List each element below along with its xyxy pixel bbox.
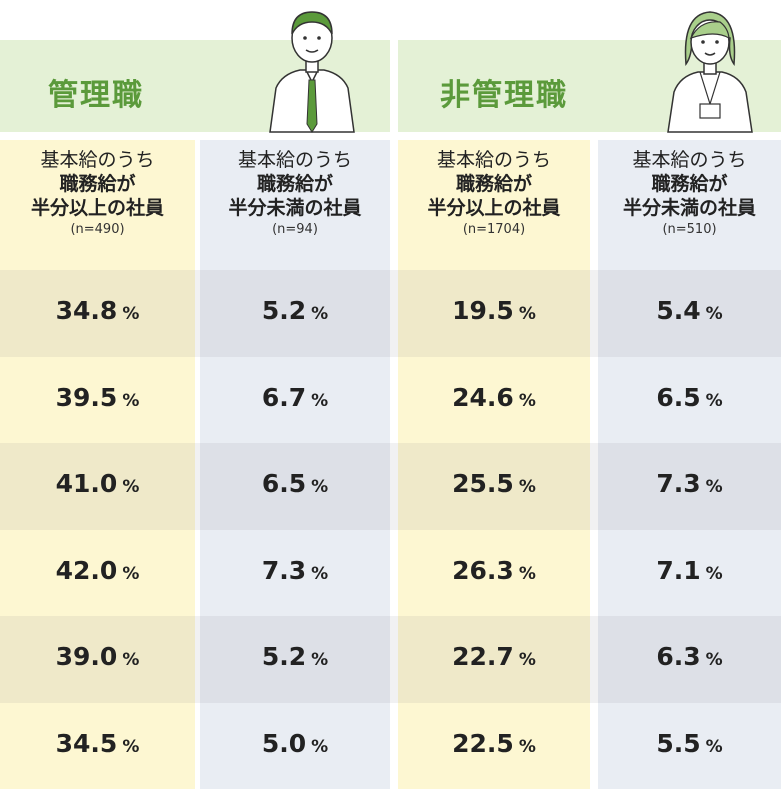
value: 25.5: [452, 469, 514, 498]
value: 39.0: [56, 642, 118, 671]
header-line: (n=1704): [398, 220, 590, 240]
value-cell: 6.7%: [200, 383, 390, 412]
value-cell: 5.5%: [598, 729, 781, 758]
unit: %: [311, 564, 328, 584]
value-cell: 39.5%: [0, 383, 195, 412]
value: 6.7: [262, 383, 306, 412]
value: 24.6: [452, 383, 514, 412]
unit: %: [311, 477, 328, 497]
header-line: 基本給のうち: [398, 148, 590, 172]
header-line: 基本給のうち: [598, 148, 781, 172]
header-line: 半分未満の社員: [200, 196, 390, 220]
value-cell: 24.6%: [398, 383, 590, 412]
group-title: 非管理職: [440, 70, 568, 114]
value: 22.5: [452, 729, 514, 758]
value: 22.7: [452, 642, 514, 671]
group-title: 管理職: [48, 70, 144, 114]
value: 19.5: [452, 296, 514, 325]
value-cell: 6.3%: [598, 642, 781, 671]
value-cell: 34.8%: [0, 296, 195, 325]
value-cell: 19.5%: [398, 296, 590, 325]
header-line: 職務給が: [598, 172, 781, 196]
unit: %: [519, 391, 536, 411]
value: 5.4: [656, 296, 700, 325]
unit: %: [519, 304, 536, 324]
header-line: 半分以上の社員: [0, 196, 195, 220]
value-cell: 7.1%: [598, 556, 781, 585]
value: 5.5: [656, 729, 700, 758]
unit: %: [706, 304, 723, 324]
woman-illustration: [660, 4, 760, 134]
value-cell: 5.2%: [200, 296, 390, 325]
header-line: 半分以上の社員: [398, 196, 590, 220]
unit: %: [519, 477, 536, 497]
value: 5.2: [262, 642, 306, 671]
value: 6.5: [656, 383, 700, 412]
value-cell: 6.5%: [200, 469, 390, 498]
header-line: 職務給が: [398, 172, 590, 196]
value-cell: 41.0%: [0, 469, 195, 498]
value: 6.3: [656, 642, 700, 671]
value: 34.5: [56, 729, 118, 758]
value: 7.3: [656, 469, 700, 498]
unit: %: [706, 650, 723, 670]
value-cell: 22.5%: [398, 729, 590, 758]
value-cell: 39.0%: [0, 642, 195, 671]
value: 34.8: [56, 296, 118, 325]
header-line: 職務給が: [0, 172, 195, 196]
value: 7.1: [656, 556, 700, 585]
header-line: (n=490): [0, 220, 195, 240]
value: 41.0: [56, 469, 118, 498]
value: 6.5: [262, 469, 306, 498]
value-cell: 5.0%: [200, 729, 390, 758]
unit: %: [311, 304, 328, 324]
value: 7.3: [262, 556, 306, 585]
header-line: 基本給のうち: [200, 148, 390, 172]
unit: %: [519, 737, 536, 757]
header-line: (n=94): [200, 220, 390, 240]
unit: %: [519, 564, 536, 584]
column-header: 基本給のうち職務給が半分未満の社員(n=510): [598, 148, 781, 240]
value-cell: 42.0%: [0, 556, 195, 585]
column-header: 基本給のうち職務給が半分未満の社員(n=94): [200, 148, 390, 240]
value-cell: 25.5%: [398, 469, 590, 498]
unit: %: [311, 737, 328, 757]
man-illustration: [262, 4, 362, 134]
unit: %: [519, 650, 536, 670]
value-cell: 7.3%: [200, 556, 390, 585]
value: 5.0: [262, 729, 306, 758]
value-cell: 5.2%: [200, 642, 390, 671]
unit: %: [706, 477, 723, 497]
value: 42.0: [56, 556, 118, 585]
unit: %: [311, 650, 328, 670]
header-line: (n=510): [598, 220, 781, 240]
value-cell: 5.4%: [598, 296, 781, 325]
value-cell: 7.3%: [598, 469, 781, 498]
value-cell: 34.5%: [0, 729, 195, 758]
unit: %: [706, 737, 723, 757]
header-line: 半分未満の社員: [598, 196, 781, 220]
unit: %: [311, 391, 328, 411]
column-header: 基本給のうち職務給が半分以上の社員(n=1704): [398, 148, 590, 240]
unit: %: [706, 564, 723, 584]
unit: %: [122, 477, 139, 497]
unit: %: [122, 737, 139, 757]
column-header: 基本給のうち職務給が半分以上の社員(n=490): [0, 148, 195, 240]
value: 26.3: [452, 556, 514, 585]
unit: %: [122, 564, 139, 584]
value-cell: 6.5%: [598, 383, 781, 412]
unit: %: [122, 650, 139, 670]
header-line: 基本給のうち: [0, 148, 195, 172]
unit: %: [122, 391, 139, 411]
value: 5.2: [262, 296, 306, 325]
value: 39.5: [56, 383, 118, 412]
unit: %: [122, 304, 139, 324]
value-cell: 22.7%: [398, 642, 590, 671]
header-line: 職務給が: [200, 172, 390, 196]
page: 管理職 非管理職 基本給のうち職務給が半分以上の社員(n=490)基本給のうち職…: [0, 0, 781, 789]
value-cell: 26.3%: [398, 556, 590, 585]
unit: %: [706, 391, 723, 411]
